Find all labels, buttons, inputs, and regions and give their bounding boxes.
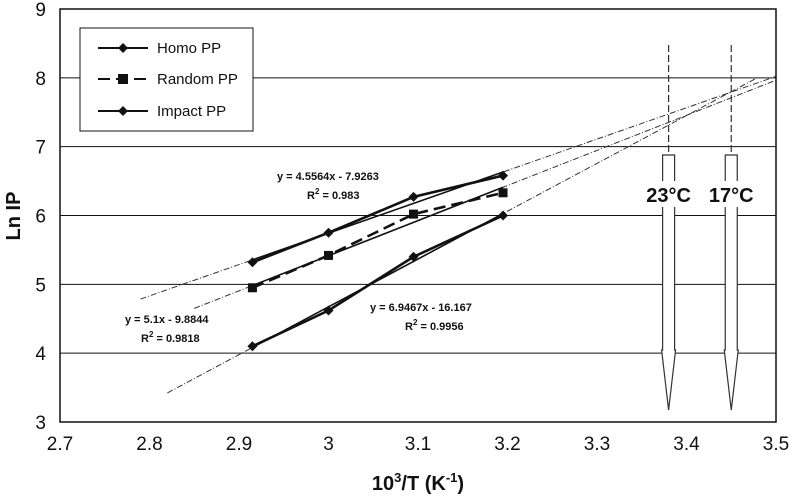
- svg-text:R2 = 0.983: R2 = 0.983: [307, 187, 359, 202]
- legend-label-impact-pp: Impact PP: [157, 103, 226, 120]
- data-point: [247, 283, 257, 293]
- x-tick-label: 2.9: [226, 434, 252, 455]
- legend-label-homo-pp: Homo PP: [157, 40, 221, 57]
- legend: Homo PP Random PP Impact PP: [79, 27, 254, 132]
- svg-text:y = 6.9467x - 16.167: y = 6.9467x - 16.167: [370, 302, 472, 314]
- plot-area-border: [59, 8, 777, 423]
- x-tick-label: 3.4: [673, 434, 700, 455]
- equation-impact-pp: y = 6.9467x - 16.167 R2 = 0.9956: [370, 302, 472, 333]
- equation-random-pp: y = 5.1x - 9.8844 R2 = 0.9818: [125, 314, 209, 345]
- arrow-label-background: [697, 181, 766, 207]
- temperature-arrow: 23°C: [634, 45, 703, 411]
- y-tick-label: 8: [35, 69, 46, 90]
- markers: [247, 170, 509, 352]
- temperature-arrows: 23°C 17°C: [634, 45, 766, 411]
- data-point: [408, 251, 419, 262]
- legend-item-impact-pp: Impact PP: [98, 103, 226, 120]
- legend-item-random-pp: Random PP: [98, 71, 238, 88]
- temperature-label: 17°C: [709, 185, 754, 207]
- y-tick-label: 7: [35, 138, 46, 159]
- svg-text:y = 4.5564x - 7.9263: y = 4.5564x - 7.9263: [277, 171, 379, 183]
- data-point: [498, 188, 508, 198]
- data-point: [408, 191, 419, 202]
- x-tick-label: 3.1: [405, 434, 431, 455]
- x-tick-label: 3.2: [494, 434, 520, 455]
- y-tick-label: 4: [35, 344, 46, 365]
- series-line-homo-pp: [251, 174, 504, 264]
- x-tick-labels: 2.7 2.8 2.9 3 3.1 3.2 3.3 3.4 3.5: [47, 434, 789, 455]
- svg-text:y = 5.1x - 9.8844: y = 5.1x - 9.8844: [125, 314, 209, 326]
- y-tick-labels: 3 4 5 6 7 8 9: [35, 0, 46, 434]
- data-point: [323, 305, 334, 316]
- legend-diamond-marker: [118, 106, 128, 116]
- data-point: [323, 227, 334, 238]
- data-point: [247, 257, 258, 268]
- legend-item-homo-pp: Homo PP: [98, 40, 221, 57]
- x-tick-label: 3.5: [763, 434, 789, 455]
- data-point: [324, 250, 333, 260]
- x-axis-title: 103/T (K-1): [372, 470, 464, 495]
- y-tick-label: 5: [35, 275, 46, 296]
- data-point: [409, 209, 419, 219]
- legend-diamond-marker: [118, 43, 128, 53]
- temperature-arrow: 17°C: [697, 45, 766, 411]
- y-tick-label: 9: [35, 0, 46, 21]
- data-point: [498, 210, 509, 221]
- x-tick-label: 2.8: [136, 434, 162, 455]
- temperature-label: 23°C: [646, 185, 691, 207]
- series-lines: [251, 174, 504, 348]
- series-line-random-pp: [251, 191, 504, 289]
- y-axis-title: Ln IP: [3, 192, 25, 241]
- svg-text:R2 = 0.9956: R2 = 0.9956: [405, 318, 464, 333]
- equation-homo-pp: y = 4.5564x - 7.9263 R2 = 0.983: [277, 171, 379, 202]
- data-point: [247, 341, 258, 352]
- x-tick-label: 3: [323, 434, 334, 455]
- legend-label-random-pp: Random PP: [157, 71, 238, 88]
- svg-text:R2 = 0.9818: R2 = 0.9818: [141, 330, 200, 345]
- data-point: [498, 170, 509, 181]
- x-tick-label: 2.7: [47, 434, 73, 455]
- series-line-impact-pp: [251, 214, 504, 348]
- arrow-label-background: [634, 181, 703, 207]
- x-tick-label: 3.3: [584, 434, 610, 455]
- y-tick-label: 3: [35, 413, 46, 434]
- legend-square-marker: [118, 74, 128, 84]
- trendline-homo-pp: [140, 75, 777, 300]
- y-tick-label: 6: [35, 207, 46, 228]
